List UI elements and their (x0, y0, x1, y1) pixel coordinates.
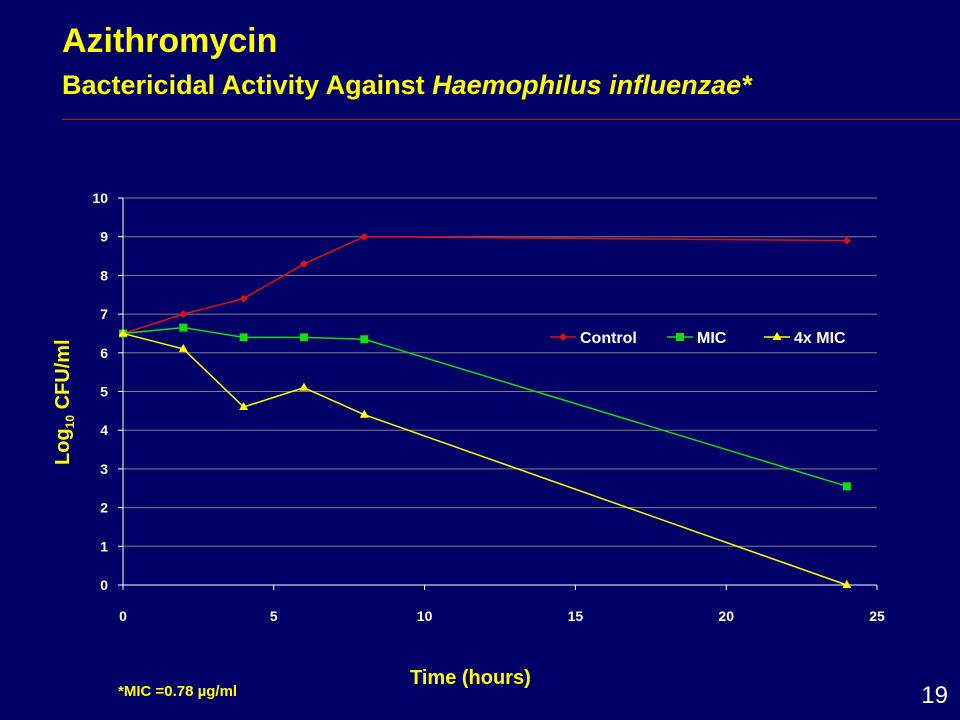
x-tick-label: 10 (417, 608, 433, 624)
data-point-4x-mic (359, 409, 369, 418)
x-tick-label: 0 (119, 608, 127, 624)
legend: Control MIC 4x MIC (550, 330, 846, 347)
y-tick-label: 6 (100, 345, 108, 361)
axes (118, 197, 878, 590)
x-tick-label: 15 (568, 608, 584, 624)
data-point-control (179, 310, 188, 319)
data-point-4x-mic (178, 343, 188, 352)
slide-subtitle: Bactericidal Activity Against Haemophilu… (62, 70, 752, 101)
legend-marker-mic (676, 333, 684, 341)
data-point-control (239, 294, 248, 303)
y-tick-label: 10 (92, 190, 108, 206)
data-point-mic (842, 482, 851, 491)
data-point-control (299, 259, 308, 268)
data-point-mic (360, 335, 369, 344)
legend-marker-control (559, 333, 567, 341)
y-tick-label: 8 (100, 267, 108, 283)
data-point-mic (239, 333, 248, 342)
mic-footnote: *MIC =0.78 µg/ml (118, 683, 238, 700)
x-axis-label: Time (hours) (410, 667, 531, 689)
legend-label-mic: MIC (697, 330, 727, 347)
data-point-4x-mic (842, 580, 852, 588)
series-line-control (122, 235, 847, 335)
data-point-4x-mic (118, 328, 128, 337)
y-tick-label: 9 (100, 229, 108, 245)
slide-title: Azithromycin (62, 22, 278, 60)
series-line-4x-mic (122, 332, 848, 586)
subtitle-main: Bactericidal Activity Against (62, 70, 433, 100)
tick-labels: 0 1 2 3 4 5 6 7 8 9 10 0 5 10 15 20 25 (92, 190, 885, 624)
x-tick-label: 25 (869, 608, 885, 624)
data-point-4x-mic (299, 382, 309, 391)
series-line-mic (122, 326, 848, 488)
data-point-mic (299, 333, 308, 342)
legend-label-control: Control (580, 330, 637, 347)
title-rule (62, 119, 960, 120)
page-number: 19 (921, 682, 948, 709)
x-tick-label: 20 (718, 608, 734, 624)
y-axis-label: Log10 CFU/ml (52, 339, 77, 465)
y-tick-label: 3 (100, 461, 108, 477)
subtitle-organism: Haemophilus influenzae* (432, 70, 752, 100)
y-tick-label: 5 (100, 384, 108, 400)
data-point-mic (179, 323, 188, 332)
y-tick-label: 0 (100, 577, 108, 593)
legend-marker-4x-mic (772, 332, 782, 340)
y-tick-label: 4 (100, 422, 108, 438)
legend-label-4x-mic: 4x MIC (794, 330, 846, 347)
data-point-4x-mic (239, 401, 249, 410)
data-point-control (842, 236, 851, 245)
y-tick-label: 7 (100, 306, 108, 322)
y-tick-label: 1 (100, 538, 108, 554)
data-point-control (360, 232, 369, 241)
grid-lines (123, 197, 877, 547)
y-tick-label: 2 (100, 500, 108, 516)
x-tick-label: 5 (270, 608, 278, 624)
series-lines (118, 232, 852, 588)
